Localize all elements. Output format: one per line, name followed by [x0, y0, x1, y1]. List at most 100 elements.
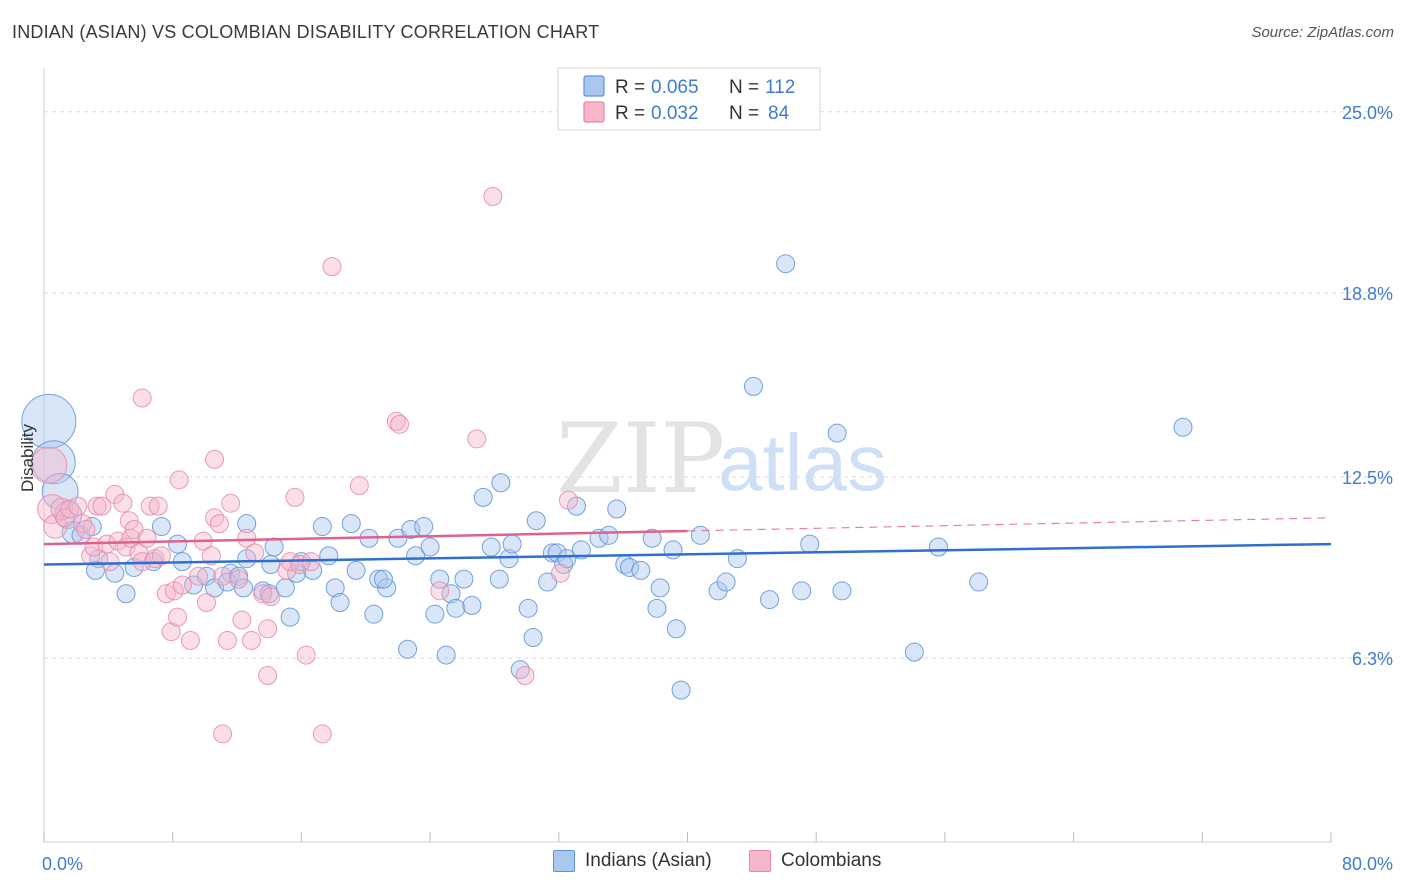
point-indians-asian: [904, 642, 924, 662]
point-indians-asian: [499, 549, 519, 569]
point-indians-asian: [647, 598, 667, 618]
y-axis-label: Disability: [18, 423, 37, 492]
watermark: ZIP atlas: [556, 403, 887, 515]
point-indians-asian: [663, 540, 683, 560]
point-indians-asian: [620, 557, 640, 577]
point-colombians: [92, 496, 112, 516]
legend-n-value: 84: [768, 103, 790, 124]
point-colombians: [55, 508, 75, 528]
point-colombians: [349, 476, 369, 496]
point-colombians: [100, 552, 120, 572]
point-indians-asian: [196, 566, 216, 586]
point-indians-asian: [743, 376, 763, 396]
legend-n-label: N =: [729, 77, 759, 98]
point-colombians: [386, 411, 406, 431]
point-colombians: [87, 496, 107, 516]
point-indians-asian: [21, 393, 77, 449]
point-colombians: [312, 724, 332, 744]
point-indians-asian: [319, 546, 339, 566]
point-colombians: [467, 429, 487, 449]
source-label: Source: ZipAtlas.com: [1251, 24, 1394, 41]
point-colombians: [258, 619, 278, 639]
axis-layer: 6.3% 12.5% 18.8% 25.0% 0.0% 80.0%: [42, 68, 1393, 874]
point-colombians: [30, 446, 68, 484]
legend-label: Indians (Asian): [585, 850, 712, 871]
point-indians-asian: [280, 607, 300, 627]
point-indians-asian: [716, 572, 736, 592]
point-indians-asian: [233, 578, 253, 598]
trend-line-pink: [43, 529, 688, 546]
trend-line-blue: [43, 542, 1332, 566]
point-colombians: [237, 528, 257, 548]
point-colombians: [258, 666, 278, 686]
legend-n-value: 112: [765, 77, 795, 98]
point-indians-asian: [85, 560, 105, 580]
legend-top: R = 0.065 N = 112 R = 0.032 N = 84: [557, 67, 821, 131]
point-indians-asian: [330, 592, 350, 612]
legend-n-label: N =: [729, 103, 759, 124]
point-colombians: [209, 514, 229, 534]
point-indians-asian: [446, 598, 466, 618]
point-colombians: [558, 490, 578, 510]
point-colombians: [73, 514, 93, 534]
point-colombians: [168, 607, 188, 627]
point-colombians: [483, 187, 503, 207]
point-indians-asian: [599, 525, 619, 545]
point-colombians: [245, 543, 265, 563]
legend-r-value: 0.065: [651, 77, 699, 98]
point-colombians: [188, 566, 208, 586]
point-indians-asian: [312, 517, 332, 537]
point-colombians: [140, 496, 160, 516]
point-indians-asian: [666, 619, 686, 639]
legend-item-colombians: Colombians: [749, 850, 881, 872]
watermark-zip: ZIP: [556, 403, 725, 515]
point-indians-asian: [325, 578, 345, 598]
point-indians-asian: [760, 590, 780, 610]
point-colombians: [213, 566, 233, 586]
point-indians-asian: [607, 499, 627, 519]
point-indians-asian: [237, 514, 257, 534]
watermark-atlas: atlas: [718, 418, 887, 507]
point-indians-asian: [928, 537, 948, 557]
point-colombians: [515, 666, 535, 686]
legend-swatch-pink: [583, 101, 605, 123]
point-indians-asian: [341, 514, 361, 534]
point-indians-asian: [473, 487, 493, 507]
point-indians-asian: [168, 534, 188, 554]
point-colombians: [229, 569, 249, 589]
point-colombians: [180, 630, 200, 650]
legend-r-label: R =: [615, 77, 645, 98]
point-colombians: [217, 630, 237, 650]
trend-line-pink-dashed: [687, 517, 1332, 532]
point-colombians: [296, 645, 316, 665]
point-colombians: [285, 487, 305, 507]
legend-swatch-pink: [749, 850, 771, 872]
point-indians-asian: [489, 569, 509, 589]
point-indians-asian: [827, 423, 847, 443]
point-indians-asian: [671, 680, 691, 700]
point-indians-asian: [571, 540, 591, 560]
point-colombians: [76, 519, 96, 539]
legend-swatch-blue: [583, 75, 605, 97]
y-tick-label: 6.3%: [1352, 649, 1393, 669]
point-indians-asian: [832, 581, 852, 601]
point-colombians: [430, 581, 450, 601]
point-colombians: [390, 414, 410, 434]
point-indians-asian: [441, 584, 461, 604]
trend-layer: [43, 517, 1332, 566]
point-indians-asian: [776, 254, 796, 274]
point-colombians: [205, 449, 225, 469]
legend-r-value: 0.032: [651, 103, 699, 124]
point-colombians: [132, 388, 152, 408]
point-indians-asian: [436, 645, 456, 665]
point-indians-asian: [1173, 417, 1193, 437]
point-colombians: [148, 496, 168, 516]
x-tick-label: 80.0%: [1342, 854, 1393, 874]
point-colombians: [550, 563, 570, 583]
point-indians-asian: [420, 537, 440, 557]
point-colombians: [169, 470, 189, 490]
point-indians-asian: [116, 584, 136, 604]
point-colombians: [242, 630, 262, 650]
point-indians-asian: [406, 546, 426, 566]
